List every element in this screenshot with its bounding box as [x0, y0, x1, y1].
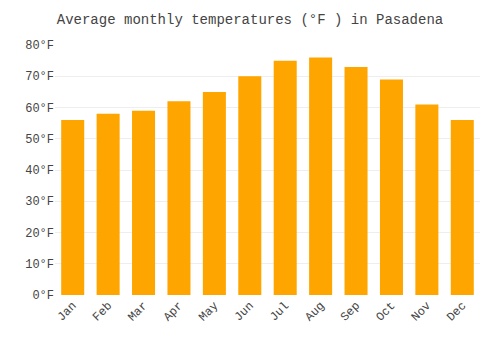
svg-text:Jun: Jun: [232, 299, 257, 324]
svg-text:Feb: Feb: [90, 299, 115, 324]
svg-text:Apr: Apr: [161, 299, 186, 324]
svg-text:Average monthly temperatures (: Average monthly temperatures (°F ) in Pa…: [57, 12, 443, 28]
svg-text:30°F: 30°F: [25, 195, 54, 209]
svg-text:Aug: Aug: [303, 299, 328, 324]
svg-text:Oct: Oct: [373, 299, 398, 324]
svg-text:Mar: Mar: [125, 299, 150, 324]
svg-text:70°F: 70°F: [25, 70, 54, 84]
svg-text:80°F: 80°F: [25, 39, 54, 53]
svg-text:20°F: 20°F: [25, 227, 54, 241]
svg-text:Sep: Sep: [338, 299, 363, 324]
svg-text:0°F: 0°F: [32, 289, 54, 303]
svg-text:Jan: Jan: [55, 299, 80, 324]
svg-text:40°F: 40°F: [25, 164, 54, 178]
svg-text:10°F: 10°F: [25, 258, 54, 272]
svg-text:Dec: Dec: [444, 299, 469, 324]
svg-text:Jul: Jul: [267, 299, 292, 324]
svg-text:60°F: 60°F: [25, 102, 54, 116]
svg-text:May: May: [196, 299, 221, 324]
svg-text:50°F: 50°F: [25, 133, 54, 147]
svg-text:Nov: Nov: [409, 299, 434, 324]
